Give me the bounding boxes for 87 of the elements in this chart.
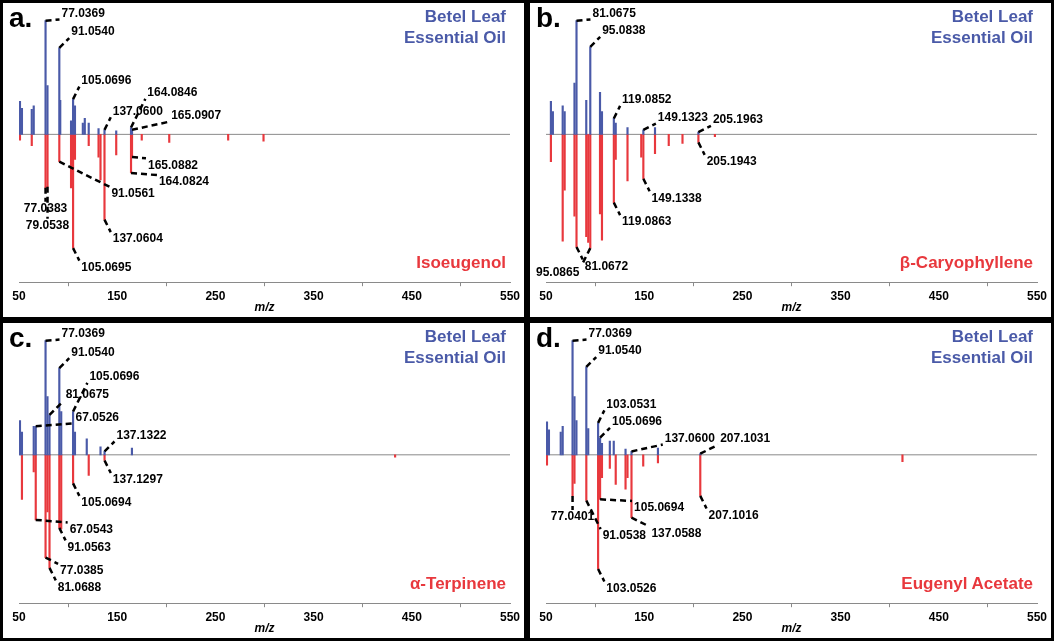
x-tick-label: 150	[107, 609, 128, 624]
x-axis-title: m/z	[781, 300, 802, 315]
annotation: 207.1031	[720, 431, 771, 446]
x-tick-label: 550	[499, 288, 521, 303]
annotation: 119.0863	[622, 214, 672, 229]
annotation: 105.0694	[81, 495, 132, 510]
annotation: 207.1016	[708, 507, 759, 522]
x-tick-label: 250	[205, 609, 226, 624]
annotation: 91.0561	[111, 186, 156, 201]
annotation: 77.0369	[588, 325, 633, 340]
annotation: 77.0383	[23, 201, 68, 216]
x-axis-title: m/z	[781, 621, 802, 636]
text: Isoeugenol	[416, 253, 506, 273]
x-tick-label: 350	[303, 288, 324, 303]
annotation: 81.0675	[65, 387, 110, 402]
chart-title: a.	[9, 1, 33, 33]
x-tick-label: 50	[539, 288, 553, 303]
annotation: 137.0600	[664, 430, 716, 445]
annotation: 91.0540	[71, 344, 115, 359]
annotation: 105.0696	[611, 414, 663, 429]
chart-title: d.	[536, 321, 561, 353]
annotation: 81.0672	[584, 258, 629, 273]
x-tick-label: 50	[12, 288, 26, 303]
x-tick-label: 250	[205, 288, 226, 303]
x-tick-label: 450	[401, 609, 423, 624]
annotation: 205.1963	[712, 112, 764, 127]
annotation: 105.0696	[89, 369, 140, 384]
annotation: 105.0695	[81, 259, 132, 274]
x-tick-label: 250	[732, 609, 753, 624]
annotation: 165.0907	[171, 108, 222, 123]
x-tick-label: 250	[732, 288, 753, 303]
annotation: 149.1338	[651, 190, 702, 205]
x-tick-label: 550	[1026, 288, 1048, 303]
x-tick-label: 450	[401, 288, 423, 303]
annotation: 95.0865	[535, 265, 580, 280]
annotation: 119.0852	[622, 92, 672, 107]
annotation: 77.0369	[61, 325, 106, 340]
x-tick-label: 350	[830, 609, 851, 624]
text: α-Terpinene	[409, 574, 506, 594]
x-axis-title: m/z	[254, 621, 275, 636]
x-tick-label: 350	[830, 288, 851, 303]
annotation: 67.0526	[75, 409, 120, 424]
annotation: 105.0696	[81, 72, 132, 87]
annotation: 79.0538	[25, 217, 70, 232]
annotation: 77.0369	[61, 5, 106, 20]
x-tick-label: 450	[928, 288, 950, 303]
text: Eugenyl Acetate	[901, 574, 1033, 594]
x-tick-label: 550	[1026, 609, 1048, 624]
annotation: 81.0688	[57, 579, 102, 594]
annotation: 137.0588	[651, 525, 702, 540]
x-tick-label: 350	[303, 609, 324, 624]
annotation: 67.0543	[69, 521, 114, 536]
annotation: 81.0675	[592, 5, 637, 20]
annotation: 91.0540	[598, 343, 642, 358]
x-tick-label: 50	[539, 609, 553, 624]
text: β-Caryophyllene	[899, 253, 1033, 273]
annotation: 77.0401	[550, 509, 595, 524]
annotation: 137.0600	[112, 103, 164, 118]
annotation: 164.0846	[147, 85, 198, 100]
annotation: 91.0540	[71, 24, 115, 39]
annotation: 149.1323	[657, 109, 709, 124]
annotation: 91.0538	[602, 528, 647, 543]
x-tick-label: 550	[499, 609, 521, 624]
annotation: 205.1943	[706, 154, 758, 169]
text: Betel Leaf Essential Oil	[930, 7, 1034, 48]
x-tick-label: 50	[12, 609, 26, 624]
x-axis-title: m/z	[254, 300, 275, 315]
x-tick-label: 150	[107, 288, 128, 303]
annotation: 137.0604	[112, 231, 164, 246]
annotation: 103.0526	[606, 580, 657, 595]
chart-title: b.	[536, 1, 561, 33]
text: Betel Leaf Essential Oil	[930, 327, 1034, 368]
annotation: 103.0531	[606, 396, 657, 411]
x-tick-label: 150	[634, 288, 655, 303]
annotation: 95.0838	[602, 23, 646, 38]
annotation: 105.0694	[634, 500, 685, 515]
chart-title: c.	[9, 321, 33, 353]
annotation: 91.0563	[67, 539, 112, 554]
x-tick-label: 450	[928, 609, 950, 624]
annotation: 137.1297	[112, 472, 164, 487]
x-tick-label: 150	[634, 609, 655, 624]
annotation: 137.1322	[116, 427, 167, 442]
annotation: 77.0385	[60, 563, 104, 578]
text: Betel Leaf Essential Oil	[403, 327, 507, 368]
text: Betel Leaf Essential Oil	[403, 7, 507, 48]
annotation: 165.0882	[147, 157, 199, 172]
annotation: 164.0824	[158, 174, 210, 189]
